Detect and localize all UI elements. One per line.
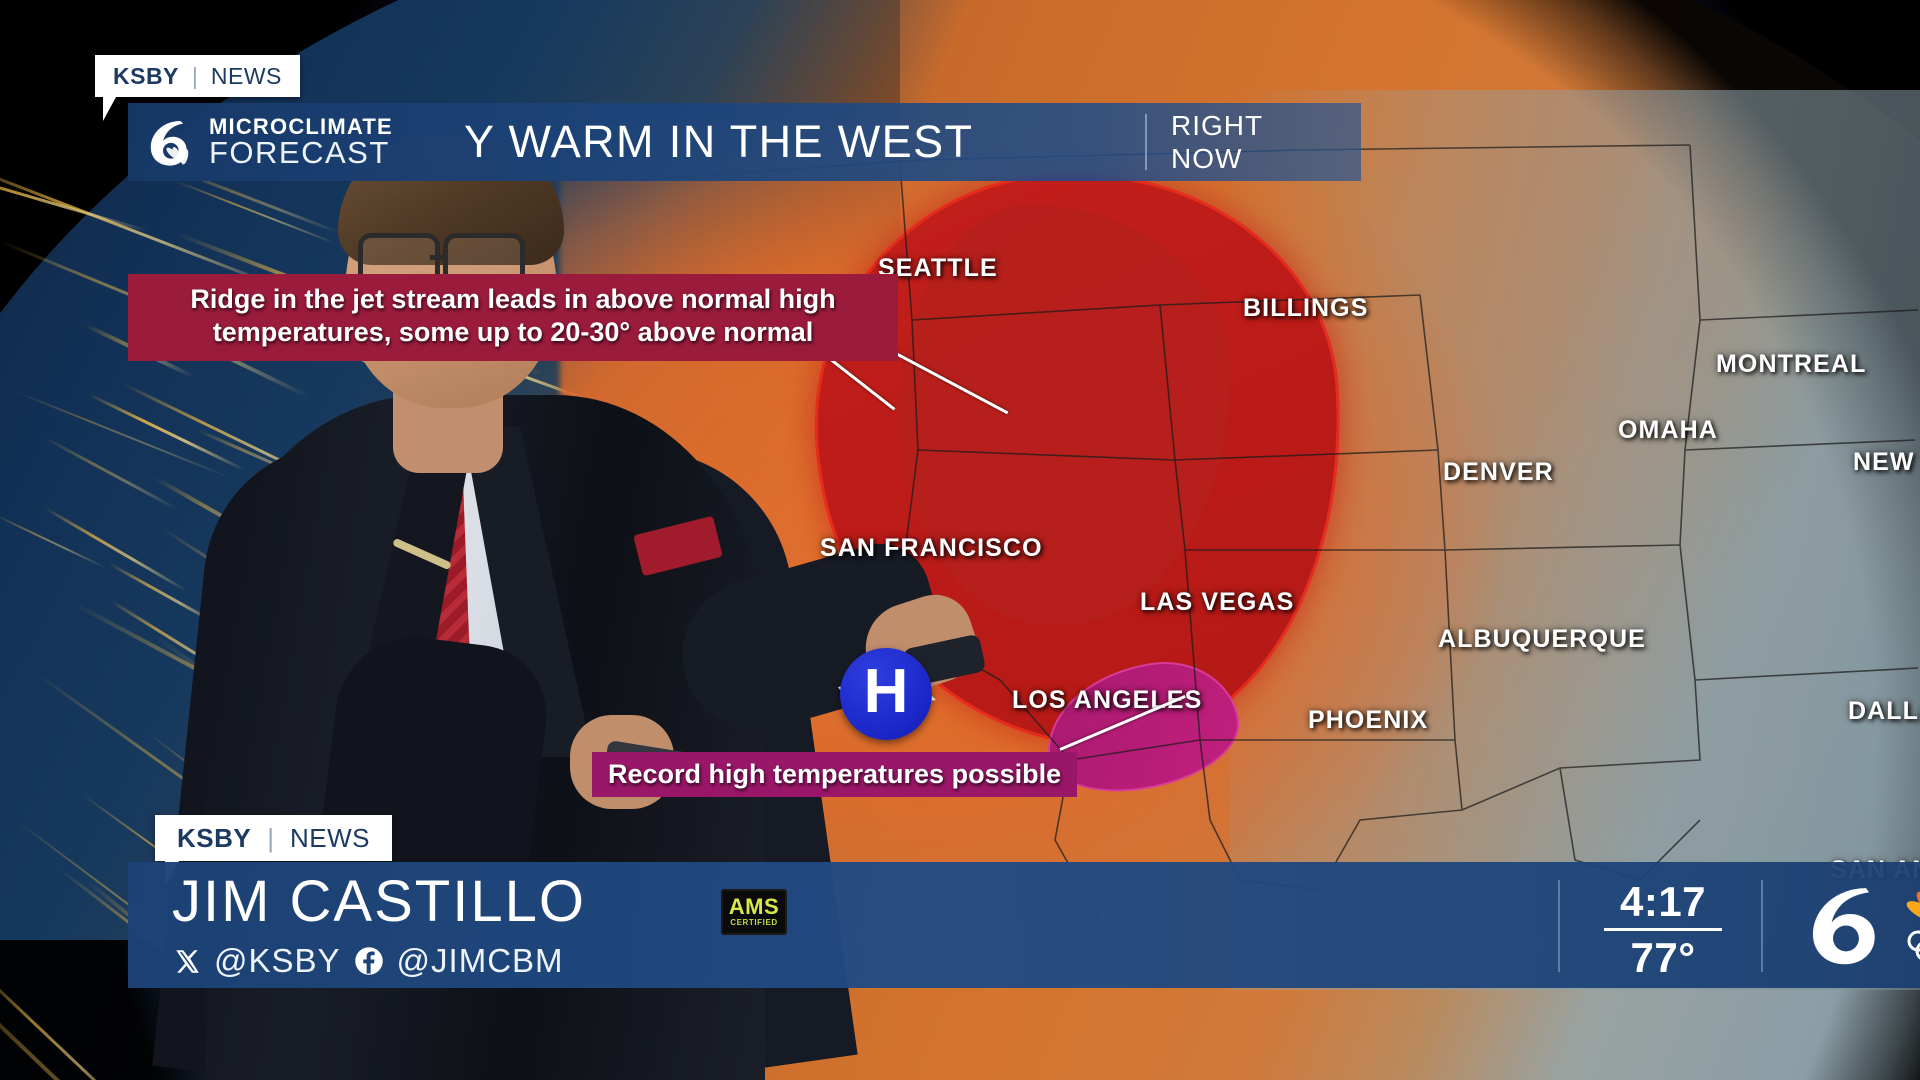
record-annotation-callout: Record high temperatures possible [592, 752, 1077, 797]
city-label-las-vegas: LAS VEGAS [1140, 588, 1294, 617]
ksby-callsign-bottom: KSBY [177, 823, 251, 854]
time-temp-block: 4:17 77° [1598, 880, 1728, 980]
twitter-handle[interactable]: @KSBY [214, 942, 341, 980]
ridge-annotation-line2: temperatures, some up to 20-30° above no… [142, 316, 884, 349]
brand-line-2: FORECAST [209, 138, 393, 168]
city-label-new-y: NEW Y [1853, 448, 1920, 477]
city-label-omaha: OMAHA [1618, 416, 1718, 445]
current-temperature: 77° [1598, 936, 1728, 980]
current-time: 4:17 [1598, 880, 1728, 924]
high-pressure-symbol: H [832, 640, 940, 748]
ams-badge-line-1: AMS [729, 897, 779, 918]
microclimate-brand: MICROCLIMATE FORECAST [128, 114, 472, 170]
nbc-6-peacock-icon [142, 114, 198, 170]
city-label-phoenix: PHOENIX [1308, 706, 1428, 735]
station-logo [1798, 878, 1920, 970]
banner-divider [1145, 114, 1147, 170]
city-label-san-francisco: SAN FRANCISCO [820, 534, 1043, 563]
ksby-segment-top: NEWS [211, 63, 282, 90]
ksby-segment-bottom: NEWS [290, 823, 370, 854]
banner-headline: Y WARM IN THE WEST [464, 116, 1145, 168]
nbc-peacock-olympic-rings-icon [1902, 879, 1920, 969]
ridge-annotation-callout: Ridge in the jet stream leads in above n… [128, 274, 898, 361]
facebook-icon[interactable] [354, 946, 384, 976]
x-twitter-icon[interactable] [174, 948, 201, 975]
ksby-news-bug-top: KSBY | NEWS [95, 55, 300, 97]
channel-6-icon [1798, 878, 1894, 970]
lower-third-divider-1 [1558, 880, 1560, 972]
anchor-eyeglass-bridge [430, 255, 445, 260]
banner-timeframe: RIGHT NOW [1171, 109, 1361, 175]
ams-certified-badge: AMS CERTIFIED [721, 889, 787, 935]
bug-separator-bottom: | [267, 823, 274, 854]
ksby-callsign-top: KSBY [113, 63, 179, 90]
city-label-denver: DENVER [1443, 458, 1554, 487]
microclimate-brand-text: MICROCLIMATE FORECAST [209, 116, 393, 168]
bug-tail-top [103, 97, 116, 121]
timeframe-line-1: RIGHT [1171, 109, 1361, 142]
lower-third-bar: JIM CASTILLO AMS CERTIFIED @KSBY @JIMCBM… [128, 862, 1920, 988]
bug-separator-top: | [192, 63, 198, 90]
ridge-annotation-line1: Ridge in the jet stream leads in above n… [142, 283, 884, 316]
brand-line-1: MICROCLIMATE [209, 116, 393, 137]
ksby-news-bug-bottom: KSBY | NEWS [155, 815, 392, 861]
city-label-albuquerque: ALBUQUERQUE [1438, 625, 1646, 654]
anchor-name: JIM CASTILLO [172, 868, 586, 935]
timeframe-line-2: NOW [1171, 142, 1361, 175]
lower-third-divider-2 [1761, 880, 1763, 972]
ams-badge-line-2: CERTIFIED [730, 918, 778, 927]
microclimate-forecast-banner: MICROCLIMATE FORECAST Y WARM IN THE WEST… [128, 103, 1361, 181]
social-handles: @KSBY @JIMCBM [174, 942, 564, 980]
facebook-handle[interactable]: @JIMCBM [397, 942, 564, 980]
city-label-montreal: MONTREAL [1716, 350, 1866, 379]
city-label-billings: BILLINGS [1243, 294, 1368, 323]
high-pressure-letter: H [832, 640, 940, 748]
city-label-dallas: DALLAS [1848, 697, 1920, 726]
time-temp-rule [1604, 928, 1722, 931]
broadcast-screenshot: SEATTLEBILLINGSMONTREALOMAHADENVERNEW YS… [0, 0, 1920, 1080]
